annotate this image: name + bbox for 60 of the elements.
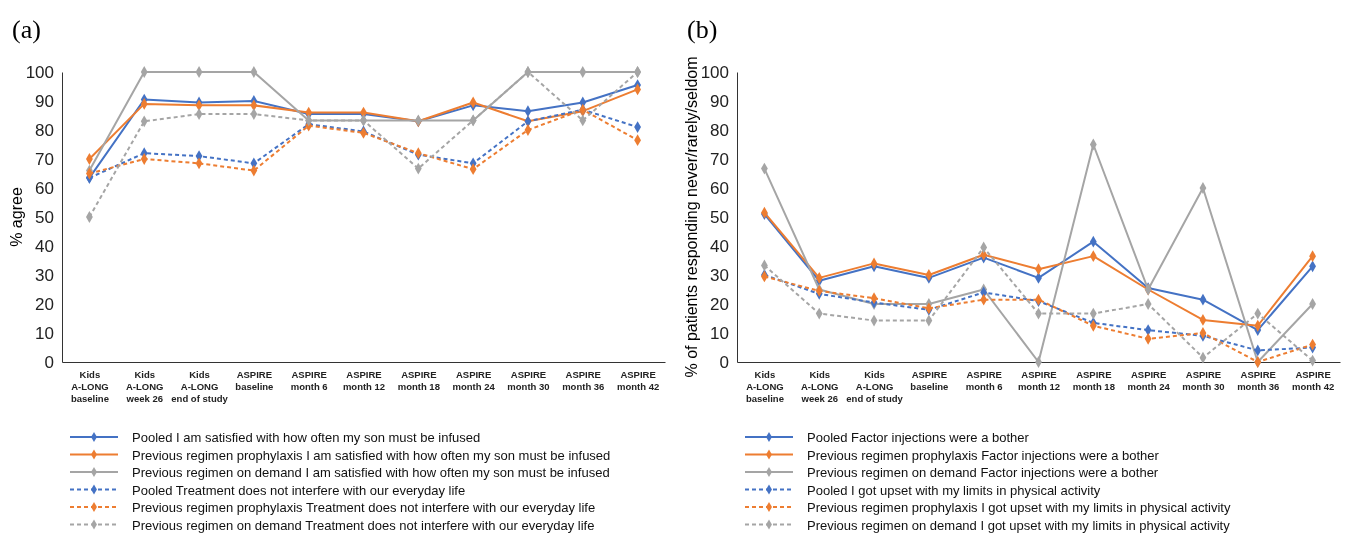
legend-label: Previous regimen prophylaxis Treatment does not interfere with our everyday life — [132, 500, 596, 515]
legend-label: Pooled I am satisfied with how often my son must be infused — [132, 430, 481, 445]
y-tick-label: 0 — [719, 352, 729, 372]
legend-label: Previous regimen prophylaxis Factor injections were a bother — [807, 447, 1160, 463]
x-tick-label: ASPIRE month 30 — [1182, 369, 1225, 392]
y-tick-label: 100 — [25, 62, 54, 82]
x-tick-label: ASPIRE month 6 — [290, 369, 328, 392]
y-tick-label: 70 — [710, 149, 729, 169]
y-tick-label: 30 — [35, 265, 54, 285]
legend-label: Previous regimen prophylaxis I am satisfied with how often my son must be infused — [132, 447, 611, 463]
legend-label: Previous regimen on demand I got upset with my limits in physical activity — [807, 517, 1231, 533]
x-tick-label: Kids A-LONG week 26 — [125, 369, 164, 404]
y-tick-label: 80 — [710, 120, 729, 140]
legend-label: Pooled I got upset with my limits in physical activity — [807, 482, 1101, 498]
y-tick-label: 90 — [35, 91, 54, 111]
x-tick-label: Kids A-LONG baseline — [745, 369, 784, 404]
y-tick-label: 10 — [35, 323, 54, 343]
y-axis-title: % agree — [8, 187, 25, 247]
x-tick-label: ASPIRE baseline — [910, 369, 949, 392]
chart-title: (b) — [687, 15, 718, 44]
y-tick-label: 60 — [35, 178, 54, 198]
x-tick-label: Kids A-LONG week 26 — [800, 369, 839, 404]
y-tick-label: 0 — [44, 352, 54, 372]
x-tick-label: ASPIRE month 36 — [562, 369, 605, 392]
x-tick-label: ASPIRE month 42 — [1291, 369, 1335, 392]
x-tick-label: ASPIRE month 6 — [965, 369, 1003, 392]
x-tick-label: ASPIRE month 24 — [1127, 369, 1171, 392]
x-tick-label: ASPIRE month 18 — [1072, 369, 1115, 392]
x-tick-label: Kids A-LONG end of study — [171, 369, 229, 404]
x-tick-label: ASPIRE month 42 — [616, 369, 660, 392]
legend-label: Pooled Factor injections were a bother — [807, 430, 1030, 445]
legend-label: Pooled Treatment does not interfere with our everyday life — [132, 482, 466, 498]
y-tick-label: 20 — [710, 294, 729, 314]
y-tick-label: 80 — [35, 120, 54, 140]
x-tick-label: ASPIRE month 30 — [507, 369, 550, 392]
y-tick-label: 60 — [710, 178, 729, 198]
y-tick-label: 50 — [710, 207, 729, 227]
x-tick-label: ASPIRE month 24 — [452, 369, 496, 392]
chart-title: (a) — [12, 15, 41, 44]
y-tick-label: 10 — [710, 323, 729, 343]
x-tick-label: ASPIRE month 36 — [1237, 369, 1280, 392]
y-axis-title: % of patients responding never/rarely/seldom — [683, 56, 700, 378]
y-tick-label: 70 — [35, 149, 54, 169]
legend-label: Previous regimen prophylaxis I got upset with my limits in physical activity — [807, 500, 1231, 515]
y-tick-label: 20 — [35, 294, 54, 314]
y-tick-label: 40 — [35, 236, 54, 256]
legend-label: Previous regimen on demand Treatment does not interfere with our everyday life — [132, 517, 595, 533]
x-tick-label: Kids A-LONG baseline — [70, 369, 109, 404]
x-tick-label: Kids A-LONG end of study — [846, 369, 904, 404]
y-tick-label: 90 — [710, 91, 729, 111]
x-tick-label: ASPIRE month 12 — [342, 369, 386, 392]
y-tick-label: 40 — [710, 236, 729, 256]
x-tick-label: ASPIRE month 12 — [1017, 369, 1061, 392]
x-tick-label: ASPIRE baseline — [235, 369, 274, 392]
legend-label: Previous regimen on demand I am satisfied with how often my son must be infused — [132, 465, 610, 480]
y-tick-label: 50 — [35, 207, 54, 227]
legend-label: Previous regimen on demand Factor injections were a bother — [807, 465, 1159, 480]
x-tick-label: ASPIRE month 18 — [397, 369, 440, 392]
y-tick-label: 100 — [700, 62, 729, 82]
y-tick-label: 30 — [710, 265, 729, 285]
